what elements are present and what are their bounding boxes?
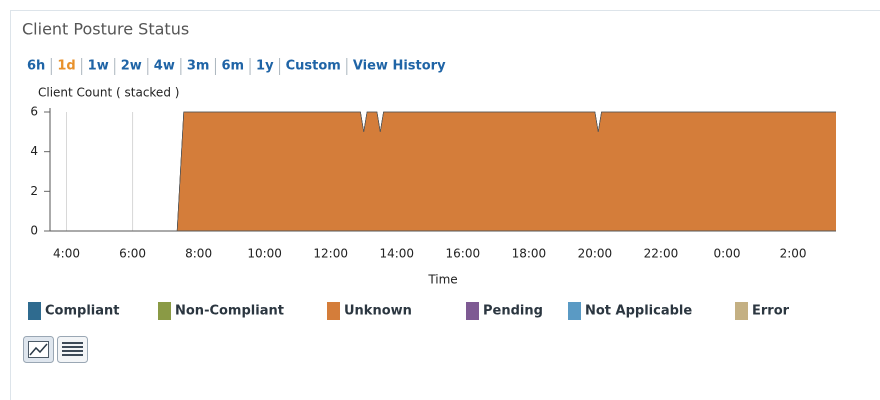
legend-label[interactable]: Not Applicable [585, 304, 692, 319]
time-range-link[interactable]: 1y [256, 59, 274, 74]
time-range-link[interactable]: 1w [88, 59, 109, 74]
legend-label[interactable]: Unknown [344, 304, 412, 319]
x-tick-label: 12:00 [313, 247, 348, 261]
x-tick-label: 18:00 [512, 247, 547, 261]
chart: Client Count ( stacked ) Time 4:00 6:00 8:00… [28, 86, 836, 320]
legend-label[interactable]: Compliant [45, 304, 119, 319]
x-tick-label: 20:00 [578, 247, 613, 261]
legend-swatch[interactable] [28, 302, 41, 320]
x-tick-label: 16:00 [446, 247, 481, 261]
x-axis-label: Time [427, 273, 457, 287]
x-tick-label: 0:00 [714, 247, 741, 261]
legend-swatch[interactable] [735, 302, 748, 320]
chart-view-button[interactable] [23, 336, 54, 363]
time-range-link[interactable]: 2w [121, 59, 142, 74]
legend-label[interactable]: Pending [483, 304, 543, 319]
legend-swatch[interactable] [158, 302, 171, 320]
legend-swatch[interactable] [466, 302, 479, 320]
time-range-link[interactable]: View History [353, 59, 446, 74]
panel-title: Client Posture Status [22, 20, 189, 39]
area-2 [50, 112, 836, 231]
x-tick-label: 14:00 [379, 247, 414, 261]
x-tick-label: 4:00 [53, 247, 80, 261]
x-tick-label: 10:00 [247, 247, 282, 261]
time-range-link[interactable]: Custom [286, 59, 341, 74]
x-tick-label: 2:00 [780, 247, 807, 261]
y-tick-label: 0 [30, 224, 38, 238]
table-view-button[interactable] [57, 336, 88, 363]
time-range-bar: 6h 1d 1w 2w 4w 3m 6m 1y Custom View History [27, 58, 446, 75]
legend-swatch[interactable] [568, 302, 581, 320]
time-range-link[interactable]: 3m [187, 59, 210, 74]
time-range-link[interactable]: 6m [221, 59, 244, 74]
y-axis-label: Client Count ( stacked ) [38, 86, 179, 100]
x-tick-label: 6:00 [119, 247, 146, 261]
y-tick-label: 6 [30, 105, 38, 119]
x-tick-label: 8:00 [185, 247, 212, 261]
x-tick-label: 22:00 [644, 247, 679, 261]
area-5 [50, 111, 836, 232]
legend-swatch[interactable] [327, 302, 340, 320]
y-tick-label: 4 [30, 144, 38, 158]
y-tick-label: 2 [30, 184, 38, 198]
legend-label[interactable]: Error [752, 304, 790, 319]
legend-label[interactable]: Non-Compliant [175, 304, 284, 319]
time-range-link[interactable]: 6h [27, 59, 45, 74]
time-range-link[interactable]: 1d [57, 59, 75, 74]
time-range-link[interactable]: 4w [154, 59, 175, 74]
